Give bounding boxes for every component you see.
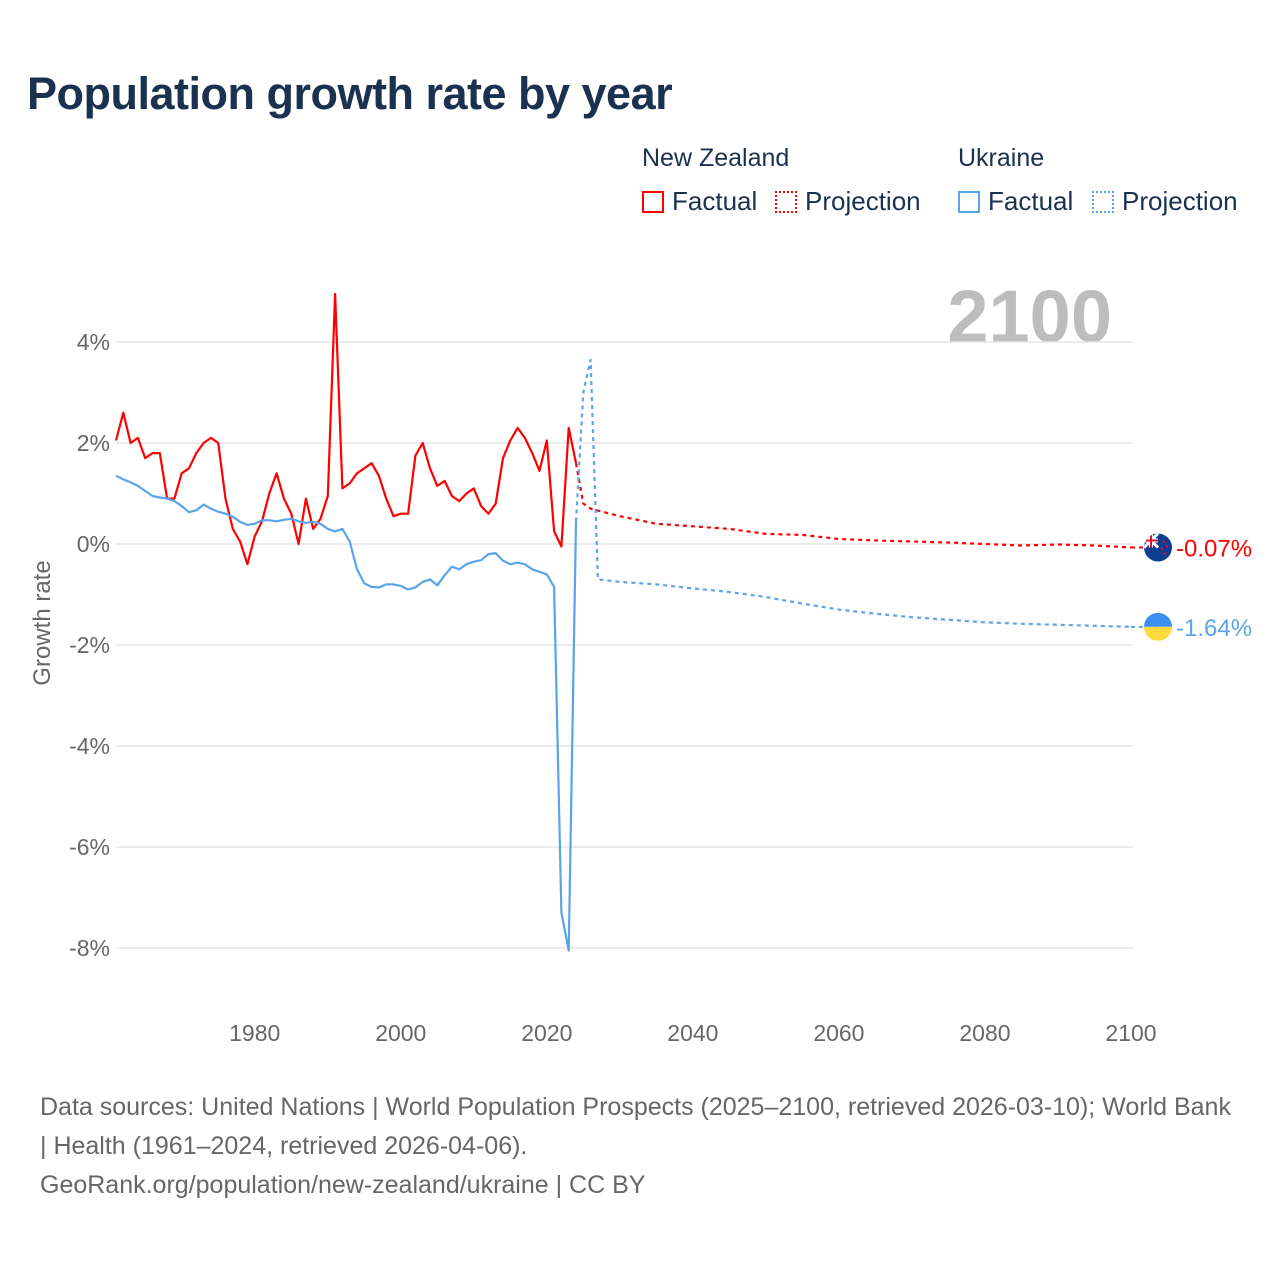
- ukraine-flag-icon: [1144, 612, 1172, 641]
- y-tick-label: -2%: [69, 632, 110, 658]
- page-title: Population growth rate by year: [27, 68, 673, 119]
- y-tick-label: -6%: [69, 834, 110, 860]
- legend-ua-factual[interactable]: Factual: [958, 186, 1073, 217]
- x-tick-label: 2040: [667, 1020, 718, 1046]
- legend-label: Factual: [672, 186, 758, 216]
- legend-nz-projection[interactable]: Projection: [775, 186, 921, 217]
- year-label: 2100: [947, 275, 1112, 358]
- source-link[interactable]: GeoRank.org/population/new-zealand/ukrai…: [40, 1171, 646, 1199]
- legend-label: Projection: [805, 186, 921, 216]
- end-value-label: -0.07%: [1176, 536, 1252, 563]
- x-tick-label: 2060: [813, 1020, 864, 1046]
- data-sources: Data sources: United Nations | World Pop…: [40, 1088, 1240, 1205]
- x-tick-label: 2080: [959, 1020, 1010, 1046]
- y-tick-label: -8%: [69, 935, 110, 961]
- new-zealand-flag-icon: [1144, 533, 1172, 562]
- end-value-label: -1.64%: [1176, 615, 1252, 642]
- legend-swatch-dotted-icon: [775, 190, 797, 213]
- legend-ua-projection[interactable]: Projection: [1092, 186, 1238, 217]
- y-tick-label: 2%: [77, 430, 110, 456]
- series-line-ukraine-projection: [574, 358, 1132, 628]
- legend-swatch-dotted-icon: [1092, 190, 1114, 213]
- series-line-new-zealand-projection: [574, 463, 1132, 549]
- x-tick-label: 1980: [229, 1020, 280, 1046]
- series-line-ukraine-factual: [115, 474, 578, 952]
- sources-text: Data sources: United Nations | World Pop…: [40, 1093, 1231, 1160]
- legend-nz-factual[interactable]: Factual: [642, 186, 757, 217]
- legend-label: Projection: [1122, 186, 1238, 216]
- y-tick-label: 4%: [77, 329, 110, 355]
- x-tick-label: 2000: [375, 1020, 426, 1046]
- x-tick-label: 2100: [1105, 1020, 1156, 1046]
- legend-group-ukraine: Ukraine: [958, 144, 1045, 172]
- legend-label: Factual: [988, 186, 1074, 216]
- legend-swatch-solid-icon: [642, 190, 664, 213]
- legend-group-new-zealand: New Zealand: [642, 144, 790, 172]
- x-tick-label: 2020: [521, 1020, 572, 1046]
- y-axis-label: Growth rate: [29, 560, 56, 685]
- y-tick-label: -4%: [69, 733, 110, 759]
- y-tick-label: 0%: [77, 531, 110, 557]
- legend-swatch-solid-icon: [958, 190, 980, 213]
- series-line-new-zealand-factual: [114, 292, 578, 566]
